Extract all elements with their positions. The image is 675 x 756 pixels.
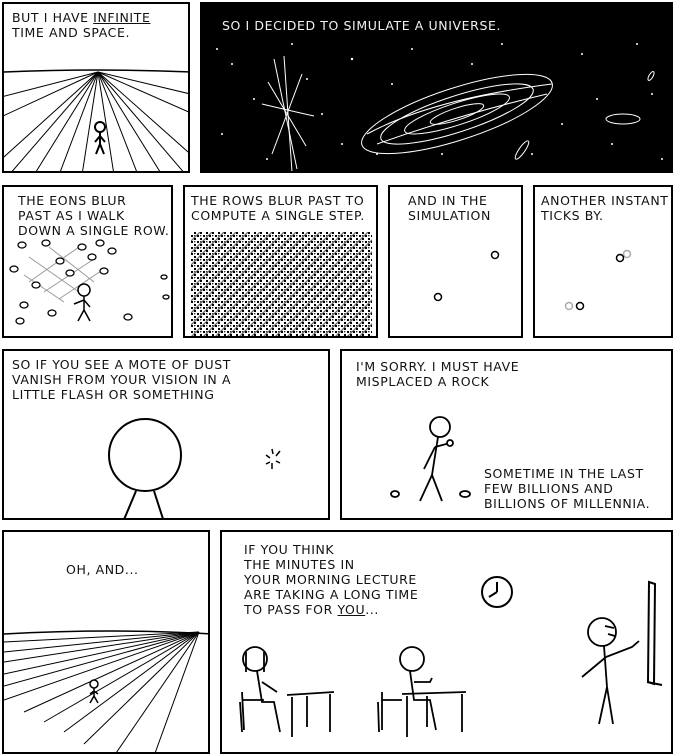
- viewer-and-flash: [108, 418, 281, 518]
- panel-caption: IF YOU THINK THE MINUTES IN YOUR MORNING L…: [244, 542, 418, 617]
- simulation-particles-moved: [564, 249, 632, 311]
- caption-text: TIME AND SPACE.: [12, 25, 131, 40]
- panel-infinite-time-and-space: BUT I HAVE INFINITE TIME AND SPACE.: [2, 2, 190, 173]
- rock-grid-drawing: [9, 239, 170, 325]
- panel-caption: ANOTHER INSTANT TICKS BY.: [541, 193, 669, 223]
- panel-caption: SO I DECIDED TO SIMULATE A UNIVERSE.: [222, 18, 502, 33]
- galaxy-drawing: [216, 43, 663, 171]
- panel-mote-of-dust: SO IF YOU SEE A MOTE OF DUST VANISH FROM…: [2, 349, 330, 520]
- panel-simulate-universe: SO I DECIDED TO SIMULATE A UNIVERSE.: [200, 2, 673, 173]
- panel-in-the-simulation: AND IN THE SIMULATION: [388, 185, 523, 338]
- panel-misplaced-rock: I'M SORRY. I MUST HAVE MISPLACED A ROCK …: [340, 349, 673, 520]
- panel-instant-ticks: ANOTHER INSTANT TICKS BY.: [533, 185, 673, 338]
- caption-line: YOUR MORNING LECTURE: [244, 572, 417, 587]
- panel-caption: BUT I HAVE INFINITE TIME AND SPACE.: [12, 10, 150, 40]
- desk-right: [401, 691, 467, 737]
- stick-figure: [94, 121, 106, 155]
- student-right: [377, 646, 437, 733]
- panel-caption: OH, AND...: [66, 562, 139, 577]
- caption-line: ...: [365, 602, 379, 617]
- caption-line: TO PASS FOR: [244, 602, 338, 617]
- panel-eons-blur: THE EONS BLUR PAST AS I WALK DOWN A SING…: [2, 185, 173, 338]
- panel-caption: I'M SORRY. I MUST HAVE MISPLACED A ROCK: [356, 359, 520, 389]
- student-left: [239, 646, 281, 733]
- cellular-automaton-grid: [191, 232, 372, 336]
- clock-icon: [481, 576, 513, 608]
- caption-line: ARE TAKING A LONG TIME: [244, 587, 419, 602]
- panel-aside-caption: SOMETIME IN THE LAST FEW BILLIONS AND BI…: [484, 466, 651, 511]
- panel-caption: THE EONS BLUR PAST AS I WALK DOWN A SING…: [18, 193, 170, 238]
- desert-horizon-drawing: [4, 630, 208, 752]
- lecture-hall-drawing: [239, 576, 663, 737]
- dust-flash: [265, 448, 281, 469]
- panel-oh-and: OH, AND...: [2, 530, 210, 754]
- panel-caption: AND IN THE SIMULATION: [408, 193, 491, 223]
- panel-caption: THE ROWS BLUR PAST TO COMPUTE A SINGLE S…: [191, 193, 365, 223]
- panel-morning-lecture: IF YOU THINK THE MINUTES IN YOUR MORNING L…: [220, 530, 673, 754]
- desert-horizon-drawing: [4, 69, 188, 171]
- caption-text: BUT I HAVE: [12, 10, 94, 25]
- panel-caption: SO IF YOU SEE A MOTE OF DUST VANISH FROM…: [12, 357, 232, 402]
- chalkboard: [646, 580, 663, 686]
- panel-rows-blur: THE ROWS BLUR PAST TO COMPUTE A SINGLE S…: [183, 185, 378, 338]
- caption-line: THE MINUTES IN: [244, 557, 355, 572]
- caption-emphasis: YOU: [337, 602, 366, 617]
- desk-left: [286, 691, 335, 737]
- figure-with-rocks: [390, 416, 471, 502]
- lecturer: [581, 617, 640, 725]
- simulation-particles: [433, 250, 500, 302]
- caption-line: IF YOU THINK: [244, 542, 335, 557]
- caption-emphasis: INFINITE: [93, 10, 151, 25]
